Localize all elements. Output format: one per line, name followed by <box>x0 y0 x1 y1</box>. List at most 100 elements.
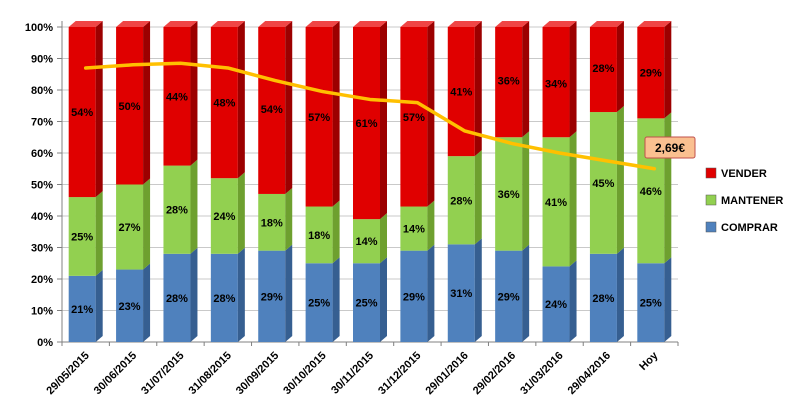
bar-value-label: 18% <box>308 230 330 242</box>
bar-segment-side-comprar <box>237 247 245 342</box>
bar-value-label: 45% <box>592 178 614 190</box>
bar-segment-vender <box>258 27 286 194</box>
bar-segment-side-comprar <box>285 244 293 342</box>
bar-value-label: 36% <box>498 76 520 88</box>
bar-segment-vender <box>589 27 617 113</box>
bar-segment-comprar <box>163 253 191 342</box>
bar-segment-side-mantener <box>95 191 103 276</box>
bar-segment-side-vender <box>522 21 530 138</box>
bar-segment-side-comprar <box>474 238 482 342</box>
bar-value-label: 29% <box>498 291 520 303</box>
bar-segment-side-mantener <box>522 131 530 251</box>
bar-segment-side-mantener <box>143 178 151 270</box>
bar-segment-side-comprar <box>143 263 151 342</box>
bar-segment-side-vender <box>474 21 482 157</box>
x-tick-label: 30/10/2015 <box>281 350 328 397</box>
bar-segment-top-vender <box>589 21 624 27</box>
bar-segment-comprar <box>637 263 665 342</box>
y-tick-label: 90% <box>31 54 53 66</box>
bar-value-label: 28% <box>450 195 472 207</box>
y-tick-label: 0% <box>37 337 53 349</box>
bar-segment-side-vender <box>569 21 577 138</box>
bar-value-label: 24% <box>545 299 567 311</box>
bar-value-label: 25% <box>640 298 662 310</box>
bar-segment-comprar <box>447 244 475 342</box>
bar-value-label: 28% <box>213 293 235 305</box>
bar-value-label: 25% <box>71 231 93 243</box>
bar-segment-side-vender <box>380 21 387 220</box>
bar-segment-side-comprar <box>380 257 387 342</box>
x-tick-label: 31/07/2015 <box>139 350 186 397</box>
bar-segment-mantener <box>353 219 380 264</box>
price-annotation-box <box>644 136 696 159</box>
x-tick-label: 29/01/2016 <box>423 350 470 397</box>
y-tick-label: 80% <box>31 85 53 97</box>
legend-swatch-mantener <box>705 194 717 206</box>
bar-segment-comprar <box>589 253 617 342</box>
x-tick-label: 31/12/2015 <box>376 350 423 397</box>
bar-value-label: 61% <box>355 118 377 130</box>
bar-segment-mantener <box>400 206 428 251</box>
bar-segment-comprar <box>68 275 96 342</box>
bar-value-label: 29% <box>403 291 425 303</box>
bar-segment-side-vender <box>237 21 245 179</box>
bar-segment-top-vender <box>447 21 482 27</box>
bar-value-label: 29% <box>640 68 662 80</box>
bar-value-label: 48% <box>213 98 235 110</box>
bar-segment-side-mantener <box>664 112 672 264</box>
bar-segment-mantener <box>447 156 475 245</box>
x-tick-label: 29/05/2015 <box>44 350 91 397</box>
bar-segment-side-mantener <box>237 172 245 254</box>
bar-segment-top-vender <box>210 21 245 27</box>
bar-segment-vender <box>68 27 96 198</box>
bar-segment-side-mantener <box>616 106 624 254</box>
bar-segment-side-vender <box>616 21 624 113</box>
bar-segment-side-comprar <box>522 244 530 342</box>
bar-segment-top-vender <box>116 21 151 27</box>
bar-segment-vender <box>305 27 333 207</box>
bar-segment-side-vender <box>143 21 151 185</box>
bar-segment-side-comprar <box>569 260 577 342</box>
x-tick-label: 30/11/2015 <box>329 350 376 397</box>
bar-segment-vender <box>400 27 428 207</box>
bar-value-label: 14% <box>355 236 377 248</box>
bar-segment-side-comprar <box>427 244 435 342</box>
bar-value-label: 18% <box>261 217 283 229</box>
trend-line <box>83 61 657 171</box>
y-tick-label: 40% <box>31 211 53 223</box>
bar-segment-mantener <box>495 137 523 251</box>
bar-value-label: 27% <box>119 222 141 234</box>
bar-segment-mantener <box>589 112 617 254</box>
bar-segment-comprar <box>258 250 286 342</box>
bar-segment-side-vender <box>427 21 435 207</box>
bar-value-label: 57% <box>308 112 330 124</box>
bar-segment-comprar <box>353 263 380 342</box>
bar-segment-side-mantener <box>190 159 198 254</box>
bar-segment-vender <box>210 27 238 179</box>
bar-value-label: 36% <box>498 189 520 201</box>
x-tick-label: 31/03/2016 <box>518 350 565 397</box>
bar-segment-mantener <box>258 193 286 251</box>
bar-value-label: 28% <box>166 293 188 305</box>
bar-segment-vender <box>542 27 570 138</box>
bar-segment-side-vender <box>95 21 103 198</box>
bar-segment-side-vender <box>664 21 672 119</box>
bar-value-label: 23% <box>119 301 141 313</box>
bar-segment-top-vender <box>495 21 530 27</box>
bar-value-label: 28% <box>166 205 188 217</box>
y-tick-label: 30% <box>31 243 53 255</box>
x-tick-label: 30/06/2015 <box>92 350 139 397</box>
bar-segment-top-vender <box>258 21 293 27</box>
bar-segment-top-vender <box>353 21 387 27</box>
bar-segment-top-vender <box>542 21 577 27</box>
bar-segment-top-vender <box>637 21 672 27</box>
bar-value-label: 44% <box>166 91 188 103</box>
bar-segment-top-vender <box>400 21 435 27</box>
bar-segment-side-mantener <box>569 131 577 267</box>
bar-value-label: 54% <box>71 107 93 119</box>
bar-value-label: 14% <box>403 224 425 236</box>
bar-segment-side-mantener <box>332 200 340 264</box>
x-tick-label: Hoy <box>637 349 661 373</box>
bar-segment-side-comprar <box>332 257 340 342</box>
